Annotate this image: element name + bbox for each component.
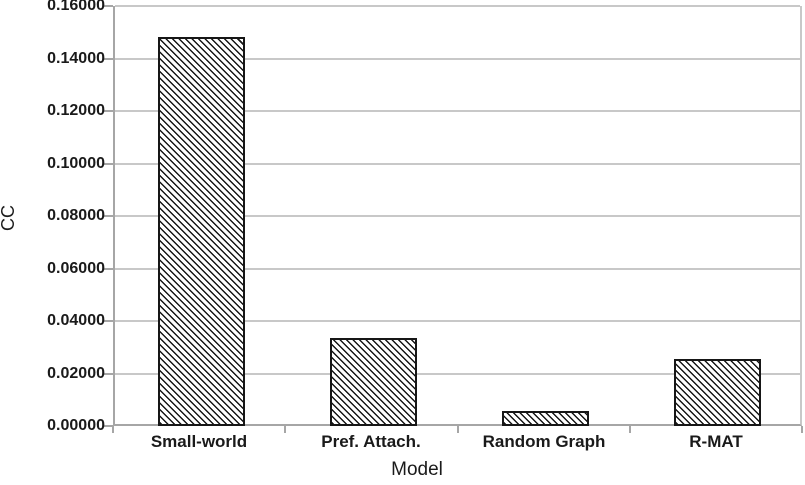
y-tick-label: 0.16000 [47,0,105,14]
y-tick-mark [104,57,113,60]
y-tick-label: 0.02000 [47,364,105,382]
category-label: Small-world [150,432,248,451]
y-tick-label: 0.10000 [47,154,105,172]
y-tick-label: 0.12000 [47,102,105,119]
category-label: Pref. Attach. [321,432,421,451]
bar-small-world [158,37,245,426]
gridline [115,5,800,7]
x-tick-mark [457,426,459,433]
y-tick-label: 0.06000 [47,259,105,277]
x-tick-mark [629,426,631,433]
bar-random-graph [502,411,589,426]
gridline [115,57,800,60]
gridline [115,372,800,375]
y-tick-mark [104,162,113,165]
y-tick-mark [104,215,113,217]
gridline [115,215,800,217]
y-tick-mark [104,425,113,427]
bar-pref-attach- [330,338,417,426]
y-tick-mark [104,110,113,112]
gridline [115,110,800,112]
gridline [115,267,800,270]
x-tick-mark [284,426,286,433]
y-tick-label: 0.00000 [47,417,105,434]
category-label: Random Graph [482,432,606,451]
y-tick-label: 0.04000 [47,312,105,329]
y-tick-mark [104,5,113,7]
plot-area [113,5,802,426]
category-label: R-MAT [689,432,743,451]
x-tick-mark [801,426,803,433]
y-tick-mark [104,320,113,322]
y-tick-label: 0.08000 [47,207,105,224]
gridline [115,320,800,322]
y-tick-mark [104,267,113,270]
x-axis-title: Model [391,459,443,480]
bar-r-mat [674,359,761,426]
gridline [115,162,800,165]
x-tick-mark [112,426,114,433]
y-tick-mark [104,372,113,375]
y-tick-label: 0.14000 [47,49,105,67]
